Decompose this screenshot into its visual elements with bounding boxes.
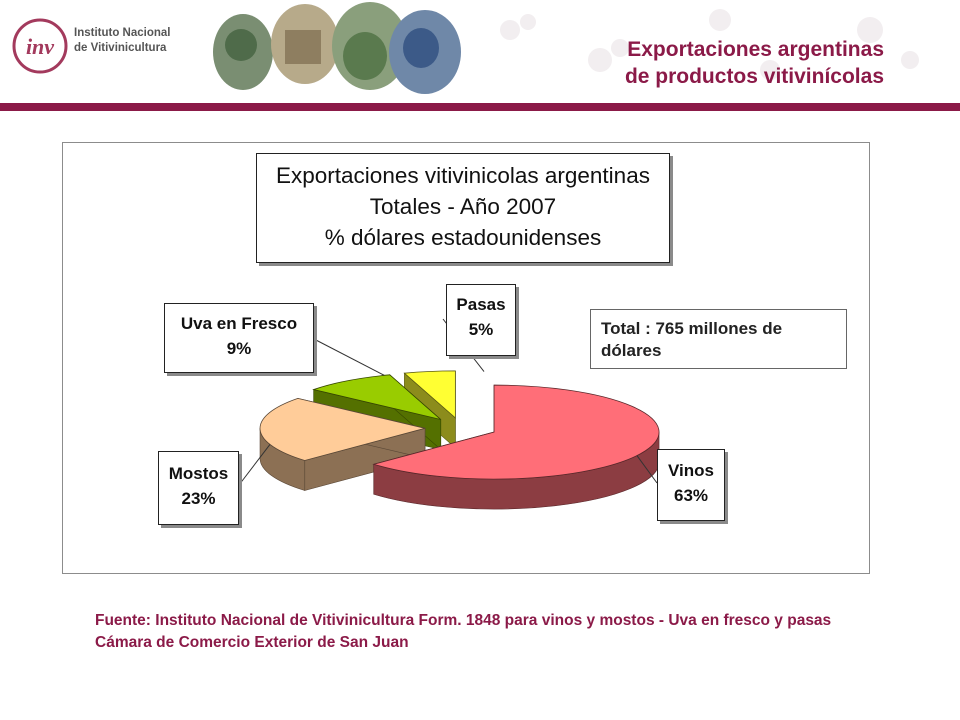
page-title: Exportaciones argentinas de productos vi… xyxy=(625,36,884,90)
label-vinos-name: Vinos xyxy=(668,461,714,480)
total-annotation: Total : 765 millones de dólares xyxy=(590,309,847,369)
page-title-line1: Exportaciones argentinas xyxy=(627,38,884,61)
logo-text: inv xyxy=(26,34,54,59)
pie-slice-mostos xyxy=(259,397,426,491)
org-name-line2: de Vitivinicultura xyxy=(74,42,167,54)
header: inv Instituto Nacional de Vitivinicultur… xyxy=(0,0,960,104)
pie-slice-vinos-top xyxy=(372,384,660,480)
leader-line-mostos xyxy=(238,444,271,486)
header-divider xyxy=(0,103,960,111)
org-name-line1: Instituto Nacional xyxy=(74,27,171,39)
label-mostos-name: Mostos xyxy=(168,464,229,483)
page-title-line2: de productos vitivinícolas xyxy=(624,65,884,88)
chart-title-line1: Exportaciones vitivinicolas argentinas xyxy=(276,163,650,188)
label-mostos: Mostos 23% xyxy=(158,451,239,525)
pie-chart xyxy=(238,318,660,510)
pie-slice-mostos-top xyxy=(259,397,426,461)
pie-slice-vinos xyxy=(372,384,660,510)
label-pasas-name: Pasas xyxy=(456,295,506,314)
chart-title-box: Exportaciones vitivinicolas argentinas T… xyxy=(256,153,670,263)
chart-title-line3: % dólares estadounidenses xyxy=(324,225,602,250)
grape-leaf-watermark xyxy=(500,9,919,80)
leader-line-uva-en-fresco xyxy=(313,338,385,376)
leader-line-vinos xyxy=(636,455,658,484)
pie-chart-area: Exportaciones vitivinicolas argentinas T… xyxy=(62,142,870,574)
label-uva-en-fresco: Uva en Fresco 9% xyxy=(164,303,314,373)
label-mostos-value: 23% xyxy=(181,489,216,508)
label-uva-en-fresco-value: 9% xyxy=(226,339,252,358)
chart-title-line2: Totales - Año 2007 xyxy=(369,194,557,219)
pie-slice-uva-en-fresco-top xyxy=(312,374,442,420)
pie-slice-pasas-top xyxy=(403,370,456,419)
label-pasas: Pasas 5% xyxy=(446,284,516,356)
inv-logo: inv Instituto Nacional de Vitivinicultur… xyxy=(12,18,202,74)
label-vinos: Vinos 63% xyxy=(657,449,725,521)
label-uva-en-fresco-name: Uva en Fresco xyxy=(180,314,298,333)
label-vinos-value: 63% xyxy=(673,486,709,505)
header-photos xyxy=(213,2,461,94)
label-pasas-value: 5% xyxy=(468,320,494,339)
source-note: Fuente: Instituto Nacional de Vitivinicu… xyxy=(95,612,832,651)
inv-logo-icon: inv xyxy=(12,18,68,74)
